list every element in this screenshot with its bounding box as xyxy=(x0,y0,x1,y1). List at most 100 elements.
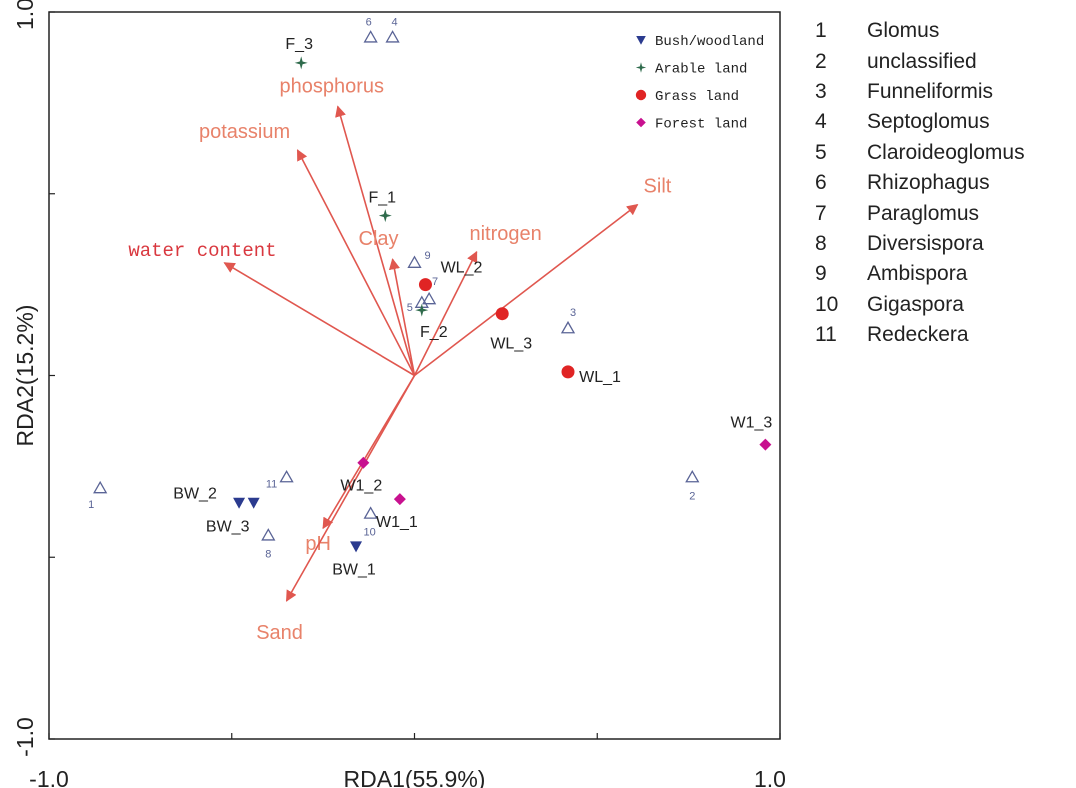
species-marker-4 xyxy=(385,30,400,43)
species-label-3: 3 xyxy=(570,307,576,319)
y-axis-label: RDA2(15.2%) xyxy=(12,305,38,447)
legend-label-0: Bush/woodland xyxy=(655,34,764,50)
species-legend-item: 3 Funneliformis xyxy=(815,77,1070,107)
species-legend-item: 2 unclassified xyxy=(815,46,1070,76)
species-legend-item: 10 Gigaspora xyxy=(815,290,1070,320)
vector-arrow-4 xyxy=(413,250,478,376)
sample-label-w1-3: W1_3 xyxy=(730,415,772,432)
axis-ticks xyxy=(48,11,781,740)
vector-label-2: water content xyxy=(128,240,276,262)
vector-arrow-0 xyxy=(335,105,416,376)
species-legend-item: 9 Ambispora xyxy=(815,259,1070,289)
species-legend-name: Redeckera xyxy=(867,323,969,347)
species-legend-item: 5 Claroideoglomus xyxy=(815,138,1070,168)
sample-points: BW_2 BW_3 BW_1 F_3 F_1 F_2 WL_2 WL_3 WL_1 W1_2 W1_… xyxy=(173,36,772,578)
species-marker-3 xyxy=(560,320,576,334)
species-legend-name: Ambispora xyxy=(867,262,968,286)
species-legend-name: Septoglomus xyxy=(867,110,990,134)
sample-marker-f-2 xyxy=(415,303,429,317)
vector-arrow-5 xyxy=(414,203,639,377)
species-legend-id: 9 xyxy=(815,262,827,286)
sample-marker-w1-2 xyxy=(357,456,370,469)
species-label-11: 11 xyxy=(266,478,277,490)
species-legend-id: 11 xyxy=(815,323,837,347)
vector-label-7: Sand xyxy=(256,622,303,644)
species-label-7: 7 xyxy=(432,276,438,288)
sample-marker-bw-3 xyxy=(247,497,260,509)
species-legend-id: 10 xyxy=(815,292,839,316)
species-label-1: 1 xyxy=(88,499,94,511)
y-tick-label-min: -1.0 xyxy=(12,717,38,757)
legend-marker-1 xyxy=(635,62,647,73)
habitat-legend: Bush/woodland Arable land Grass land Forest… xyxy=(635,34,764,133)
species-legend-item: 8 Diversispora xyxy=(815,229,1070,259)
sample-label-bw-3: BW_3 xyxy=(206,519,250,536)
species-legend-name: Glomus xyxy=(867,19,940,43)
vector-arrow-7 xyxy=(285,375,416,602)
species-marker-7 xyxy=(421,291,437,305)
sample-label-bw-1: BW_1 xyxy=(332,561,376,578)
species-legend-name: Gigaspora xyxy=(867,292,964,316)
species-label-8: 8 xyxy=(265,548,271,560)
vector-arrow-3 xyxy=(388,258,416,376)
species-legend-name: unclassified xyxy=(867,49,977,73)
environmental-vectors: phosphorus potassium water content Clay nitr… xyxy=(128,76,671,644)
species-label-10: 10 xyxy=(364,527,376,539)
species-label-2: 2 xyxy=(689,490,695,502)
vector-arrow-2 xyxy=(223,262,415,377)
species-legend-item: 6 Rhizophagus xyxy=(815,168,1070,198)
sample-label-wl-2: WL_2 xyxy=(441,260,483,277)
species-marker-11 xyxy=(279,469,294,483)
sample-label-f-1: F_1 xyxy=(368,190,396,207)
species-legend-name: Funneliformis xyxy=(867,79,994,103)
sample-marker-wl-2 xyxy=(418,278,432,292)
species-marker-8 xyxy=(261,528,276,541)
species-legend-id: 3 xyxy=(815,79,827,103)
legend-label-2: Grass land xyxy=(655,89,739,105)
species-points: 1 2 3 4 5 6 7 8 9 10 11 xyxy=(88,16,700,560)
vector-label-0: phosphorus xyxy=(279,76,384,98)
sample-marker-bw-2 xyxy=(233,497,246,509)
species-legend-name: Claroideoglomus xyxy=(867,140,1025,164)
species-legend-id: 4 xyxy=(815,110,827,134)
vector-arrow-1 xyxy=(296,149,416,376)
species-label-5: 5 xyxy=(407,302,413,314)
axis-labels: -1.0 1.0 RDA1(55.9%) 1.0 -1.0 RDA2(15.2%) xyxy=(12,0,786,788)
species-legend-item: 1 Glomus xyxy=(815,16,1070,46)
species-marker-10 xyxy=(363,506,378,519)
sample-marker-bw-1 xyxy=(350,541,363,553)
species-legend-name: Rhizophagus xyxy=(867,171,990,195)
species-label-9: 9 xyxy=(424,250,430,262)
species-legend-id: 6 xyxy=(815,171,827,195)
vector-label-4: nitrogen xyxy=(469,223,541,245)
sample-label-f-3: F_3 xyxy=(285,36,313,53)
species-legend-id: 2 xyxy=(815,49,827,73)
species-label-4: 4 xyxy=(392,16,398,28)
species-marker-6 xyxy=(363,30,378,43)
legend-marker-2 xyxy=(635,89,647,101)
sample-marker-wl-3 xyxy=(495,307,509,321)
legend-label-3: Forest land xyxy=(655,117,747,133)
species-legend-item: 4 Septoglomus xyxy=(815,107,1070,137)
species-legend-id: 1 xyxy=(815,19,827,43)
species-legend-name: Diversispora xyxy=(867,231,984,255)
vector-label-1: potassium xyxy=(199,121,290,143)
vector-label-3: Clay xyxy=(359,228,399,250)
x-axis-label: RDA1(55.9%) xyxy=(344,766,486,788)
sample-label-f-2: F_2 xyxy=(420,324,448,341)
species-label-6: 6 xyxy=(366,16,372,28)
species-legend-item: 11 Redeckera xyxy=(815,320,1070,350)
species-legend-id: 7 xyxy=(815,201,827,225)
vector-label-5: Silt xyxy=(644,176,672,198)
sample-marker-w1-1 xyxy=(393,493,406,506)
sample-marker-w1-3 xyxy=(759,438,772,451)
sample-label-w1-2: W1_2 xyxy=(340,478,382,495)
legend-label-1: Arable land xyxy=(655,62,747,78)
species-legend-name: Paraglomus xyxy=(867,201,980,225)
species-legend-item: 7 Paraglomus xyxy=(815,198,1070,228)
x-tick-label-min: -1.0 xyxy=(29,766,69,788)
sample-label-bw-2: BW_2 xyxy=(173,486,217,503)
species-legend-id: 8 xyxy=(815,231,827,255)
species-legend-id: 5 xyxy=(815,140,827,164)
